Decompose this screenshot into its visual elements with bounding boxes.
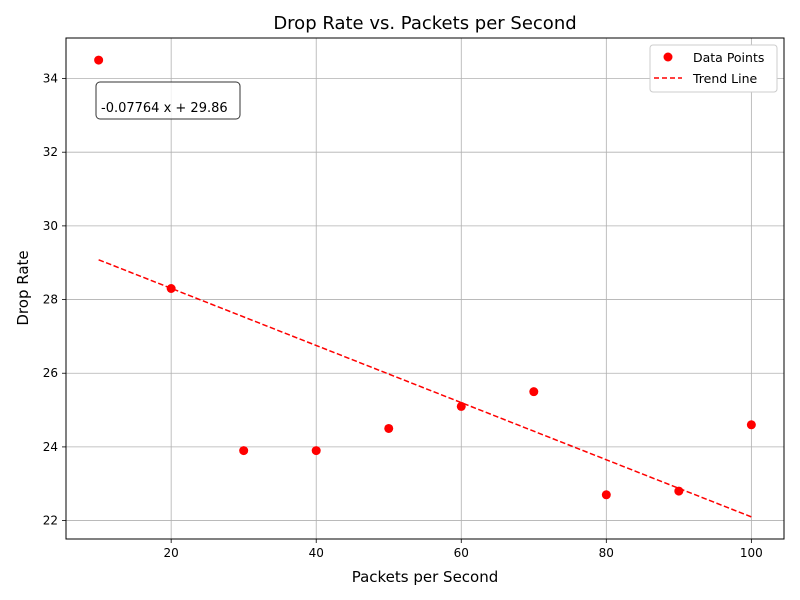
legend-marker-data-points — [663, 52, 673, 62]
legend: Data Points Trend Line — [649, 44, 778, 93]
x-tick-label: 20 — [164, 546, 179, 560]
data-point — [311, 446, 321, 456]
data-point — [166, 284, 176, 293]
plot-frame — [65, 37, 785, 540]
data-point — [456, 401, 466, 411]
equation-text: -0.07764 x + 29.86 — [101, 101, 228, 116]
data-point — [94, 55, 104, 65]
data-point — [746, 420, 756, 430]
y-tick-label: 34 — [43, 72, 58, 86]
y-tick-label: 22 — [43, 514, 58, 528]
legend-label-data-points: Data Points — [693, 50, 764, 65]
y-tick-label: 28 — [43, 293, 58, 307]
x-tick-label: 100 — [740, 546, 763, 560]
data-point — [674, 486, 684, 496]
y-tick-label: 24 — [43, 440, 58, 454]
data-point — [239, 446, 249, 456]
y-axis-label: Drop Rate — [14, 250, 32, 325]
data-point — [601, 490, 611, 500]
x-tick-label: 60 — [454, 546, 469, 560]
equation-box — [95, 81, 241, 120]
legend-label-trend-line: Trend Line — [692, 71, 758, 86]
legend-box — [649, 44, 778, 93]
trend-line — [98, 259, 752, 518]
x-tick-label: 40 — [309, 546, 324, 560]
chart-title: Drop Rate vs. Packets per Second — [273, 13, 576, 34]
y-tick-label: 32 — [43, 145, 58, 159]
data-point — [529, 387, 539, 397]
axis-ticks: 20 40 60 80 100 22 24 26 28 30 32 34 — [43, 72, 763, 560]
x-axis-label: Packets per Second — [352, 568, 499, 586]
data-point — [384, 423, 394, 433]
y-tick-label: 26 — [43, 366, 58, 380]
grid — [66, 38, 784, 539]
x-tick-label: 80 — [599, 546, 614, 560]
y-tick-label: 30 — [43, 219, 58, 233]
equation-annotation: -0.07764 x + 29.86 — [95, 81, 241, 120]
plot-series — [94, 55, 756, 518]
